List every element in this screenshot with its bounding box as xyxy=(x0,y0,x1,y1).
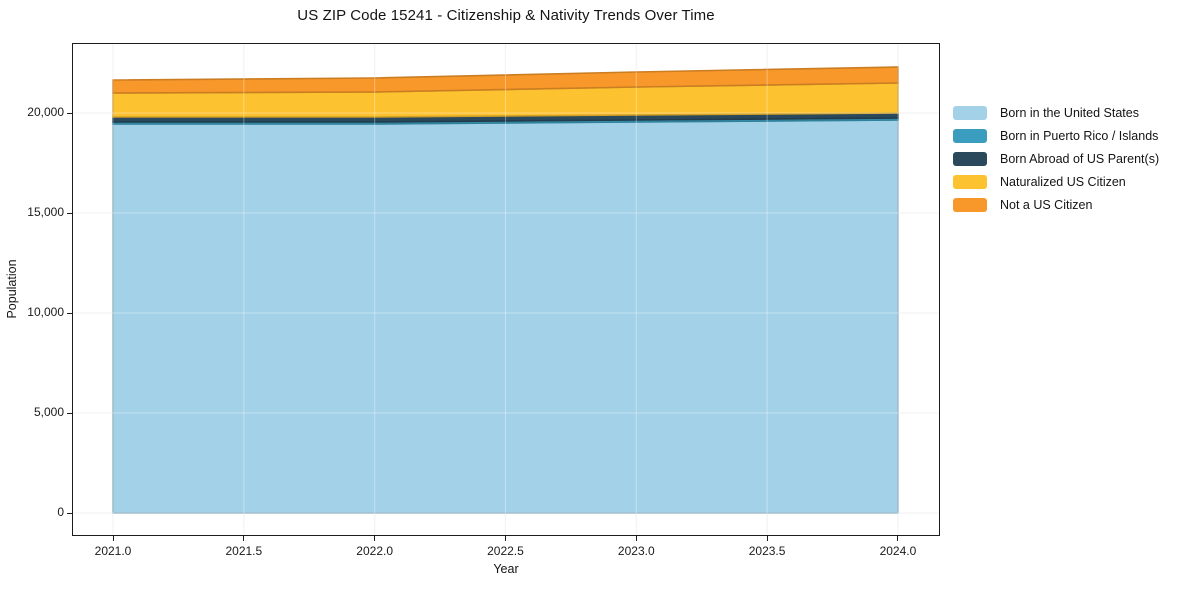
y-tick-mark xyxy=(67,512,72,514)
legend-item: Not a US Citizen xyxy=(953,193,1159,216)
x-tick-label: 2021.5 xyxy=(225,544,263,558)
legend-item: Born in the United States xyxy=(953,101,1159,124)
legend-label: Not a US Citizen xyxy=(1000,197,1093,212)
legend-item: Born in Puerto Rico / Islands xyxy=(953,124,1159,147)
y-tick-label: 10,000 xyxy=(27,305,64,319)
legend-swatch-icon xyxy=(953,174,987,189)
x-tick-label: 2022.5 xyxy=(487,544,524,558)
x-tick-mark xyxy=(504,536,506,541)
stacked-area-svg xyxy=(73,44,939,535)
legend-swatch-icon xyxy=(953,105,987,120)
y-tick-mark xyxy=(67,112,72,114)
x-tick-label: 2023.0 xyxy=(617,544,655,558)
legend: Born in the United States Born in Puerto … xyxy=(953,101,1159,216)
x-tick-mark xyxy=(243,536,245,541)
x-tick-mark xyxy=(112,536,114,541)
x-tick-label: 2021.0 xyxy=(94,544,132,558)
y-tick-label: 0 xyxy=(57,505,64,519)
y-tick-label: 5,000 xyxy=(33,405,64,419)
chart-title: US ZIP Code 15241 - Citizenship & Nativi… xyxy=(297,7,715,24)
area-series-5 xyxy=(112,66,899,94)
y-tick-mark xyxy=(67,412,72,414)
x-axis-label: Year xyxy=(493,562,519,576)
y-tick-label: 15,000 xyxy=(27,205,64,219)
legend-item: Born Abroad of US Parent(s) xyxy=(953,147,1159,170)
legend-item: Naturalized US Citizen xyxy=(953,170,1159,193)
y-tick-mark xyxy=(67,212,72,214)
x-tick-mark xyxy=(374,536,376,541)
legend-label: Born Abroad of US Parent(s) xyxy=(1000,151,1160,166)
x-tick-label: 2022.0 xyxy=(356,544,393,558)
y-tick-label: 20,000 xyxy=(27,105,64,119)
y-axis-label: Population xyxy=(5,259,19,319)
x-tick-label: 2023.5 xyxy=(748,544,786,558)
legend-label: Born in Puerto Rico / Islands xyxy=(1000,128,1159,143)
legend-label: Naturalized US Citizen xyxy=(1000,174,1126,189)
x-tick-mark xyxy=(635,536,637,541)
x-tick-mark xyxy=(766,536,768,541)
legend-swatch-icon xyxy=(953,151,987,166)
x-tick-mark xyxy=(897,536,899,541)
legend-label: Born in the United States xyxy=(1000,105,1139,120)
legend-swatch-icon xyxy=(953,128,987,143)
y-tick-mark xyxy=(67,312,72,314)
x-tick-label: 2024.0 xyxy=(879,544,917,558)
plot-area xyxy=(72,43,940,536)
legend-swatch-icon xyxy=(953,197,987,212)
